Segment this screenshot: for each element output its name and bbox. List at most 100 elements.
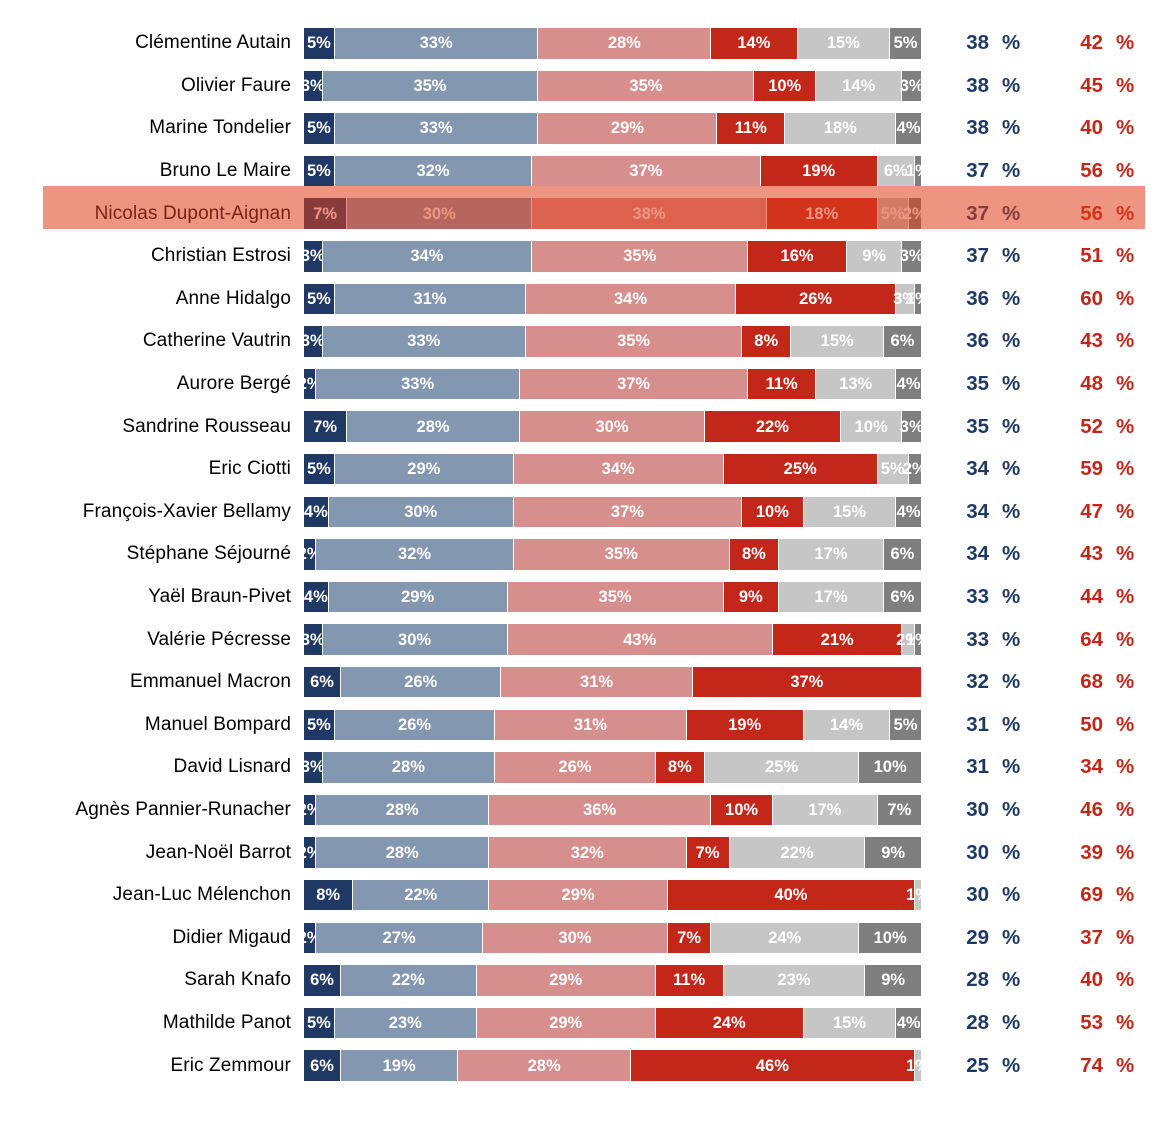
bar-segment-label: 31%: [413, 289, 447, 308]
bar-segment: 14%: [803, 709, 891, 741]
chart-row: Didier Migaud 2% 27% 30% 7% 24% 10% 29% 37%: [0, 916, 1168, 959]
percent-sign: %: [1116, 627, 1135, 651]
bar-track: 5% 26% 31% 19% 14% 5%: [304, 709, 921, 741]
percent-sign: %: [1116, 542, 1135, 566]
bar-segment-label: 29%: [549, 971, 583, 990]
bar-track: 5% 29% 34% 25% 5% 2%: [304, 453, 927, 485]
bar-segment-label: 25%: [783, 459, 817, 478]
bar-segment-label: 17%: [814, 587, 848, 606]
negative-total: 56%: [1061, 159, 1142, 183]
bar-segment-label: 30%: [398, 630, 432, 649]
bar-segment: 29%: [476, 1007, 656, 1039]
percent-sign: %: [1002, 31, 1021, 55]
bar-track: 5% 33% 28% 14% 15% 5%: [304, 28, 921, 59]
bar-segment-label: 29%: [610, 119, 644, 138]
candidate-name: Sandrine Rousseau: [122, 415, 291, 437]
positive-total: 31%: [947, 713, 1028, 737]
chart-row: François-Xavier Bellamy 4% 30% 37% 10% 15% 4% 3…: [0, 491, 1168, 534]
positive-total: 25%: [947, 1054, 1028, 1078]
bar-segment-label: 34%: [613, 289, 647, 308]
bar-segment-label: 9%: [881, 843, 906, 862]
bar-segment-label: 24%: [712, 1013, 746, 1032]
chart-row: Anne Hidalgo 5% 31% 34% 26% 3% 1% 36% 60%: [0, 278, 1168, 321]
bar-track: 4% 30% 37% 10% 15% 4%: [304, 496, 921, 528]
positive-total: 34%: [947, 457, 1028, 481]
bar-segment-label: 5%: [306, 289, 331, 308]
bar-segment: 30%: [519, 411, 706, 442]
bar-track: 2% 27% 30% 7% 24% 10%: [298, 922, 921, 954]
negative-total: 40%: [1061, 968, 1142, 992]
bar-segment-label: 29%: [407, 459, 441, 478]
positive-total: 33%: [947, 585, 1028, 609]
candidate-name: Christian Estrosi: [150, 245, 291, 267]
candidate-name: Mathilde Panot: [162, 1011, 291, 1033]
bar-segment: 5%: [877, 453, 909, 485]
bar-segment: 2%: [298, 794, 322, 826]
bar-segment-label: 37%: [617, 374, 651, 393]
bar-segment-label: 28%: [385, 843, 419, 862]
percent-sign: %: [1002, 457, 1021, 481]
negative-total-value: 59: [1080, 457, 1103, 481]
chart-row: Agnès Pannier-Runacher 2% 28% 36% 10% 17% 7% 30…: [0, 789, 1168, 832]
positive-total: 33%: [947, 628, 1028, 652]
positive-total-value: 34: [966, 542, 989, 566]
bar-segment-label: 32%: [398, 545, 432, 564]
bar-segment: 10%: [711, 794, 773, 826]
negative-total-value: 69: [1080, 883, 1103, 907]
positive-total-value: 37: [966, 159, 989, 183]
bar-segment-label: 37%: [629, 161, 663, 180]
bar-segment: 10%: [859, 752, 921, 783]
bar-segment: 11%: [717, 113, 786, 144]
bar-track: 3% 30% 43% 21% 2% 1%: [300, 624, 930, 655]
bar-segment-label: 3%: [300, 630, 325, 649]
bar-segment-label: 19%: [802, 161, 836, 180]
percent-sign: %: [1116, 883, 1135, 907]
bar-segment: 24%: [655, 1007, 804, 1039]
bar-segment: 17%: [779, 539, 884, 570]
candidate-name: Didier Migaud: [172, 926, 291, 948]
bar-segment: 28%: [322, 752, 496, 783]
bar-segment: 37%: [692, 666, 921, 698]
negative-total: 42%: [1061, 31, 1142, 55]
negative-total-value: 56: [1080, 159, 1103, 183]
bar-segment-label: 26%: [404, 672, 438, 691]
bar-segment-label: 14%: [737, 34, 771, 53]
bar-segment: 28%: [538, 28, 712, 59]
bar-segment: 7%: [686, 837, 730, 868]
bar-segment-label: 19%: [382, 1056, 416, 1075]
bar-segment: 10%: [742, 496, 804, 528]
candidate-name: Agnès Pannier-Runacher: [75, 798, 291, 820]
bar-segment-label: 10%: [768, 76, 802, 95]
positive-total: 35%: [947, 415, 1028, 439]
percent-sign: %: [1002, 73, 1021, 97]
bar-segment-label: 40%: [774, 885, 808, 904]
bar-segment-label: 6%: [890, 545, 915, 564]
negative-total: 56%: [1061, 202, 1142, 226]
negative-total-value: 60: [1080, 286, 1103, 310]
chart-row: David Lisnard 3% 28% 26% 8% 25% 10% 31% 34%: [0, 746, 1168, 789]
bar-segment-label: 7%: [313, 417, 338, 436]
bar-segment: 5%: [304, 1007, 335, 1039]
negative-total-value: 64: [1080, 627, 1103, 651]
bar-segment: 14%: [711, 28, 798, 59]
bar-segment: 6%: [304, 965, 342, 996]
percent-sign: %: [1116, 1053, 1135, 1077]
negative-total-value: 39: [1080, 840, 1103, 864]
bar-track: 6% 19% 28% 46% 1%: [304, 1050, 930, 1081]
percent-sign: %: [1116, 201, 1135, 225]
percent-sign: %: [1002, 372, 1021, 396]
positive-total-value: 25: [966, 1053, 989, 1077]
percent-sign: %: [1116, 499, 1135, 523]
bar-segment-label: 5%: [306, 34, 331, 53]
bar-segment-label: 32%: [416, 161, 450, 180]
bar-segment: 37%: [532, 155, 761, 187]
bar-segment-label: 6%: [310, 672, 334, 691]
bar-segment: 3%: [900, 241, 924, 272]
percent-sign: %: [1116, 457, 1135, 481]
bar-segment: 2%: [298, 368, 322, 400]
bar-segment-label: 1%: [905, 630, 930, 649]
negative-total: 37%: [1061, 926, 1142, 950]
bar-segment: 23%: [723, 965, 866, 996]
positive-total-value: 28: [966, 1010, 989, 1034]
